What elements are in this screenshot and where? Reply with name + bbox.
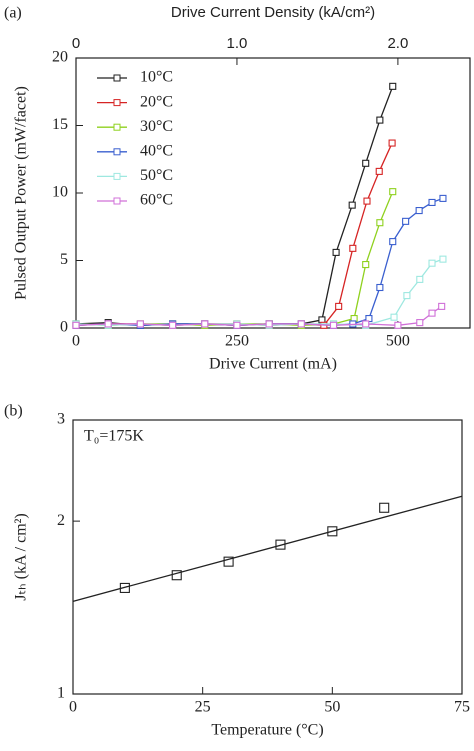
x-tick-label: 50 (324, 699, 340, 716)
marker (403, 292, 411, 300)
marker (362, 320, 370, 328)
y-axis-title: Jₜₕ (kA / cm²) (13, 513, 30, 601)
marker (348, 201, 356, 209)
marker (233, 321, 241, 329)
legend-label: 10°C (140, 69, 173, 86)
legend-label: 20°C (140, 93, 173, 110)
series-line (75, 305, 443, 326)
marker (389, 82, 397, 90)
y-tick-label: 15 (52, 116, 68, 133)
marker (72, 321, 80, 329)
marker (416, 275, 424, 283)
y-tick-label: 0 (60, 319, 68, 336)
marker (375, 167, 383, 175)
marker (362, 260, 370, 269)
y-tick-label: 1 (57, 685, 65, 702)
x-tick-label: 250 (225, 333, 249, 350)
x-tick-label: 0 (72, 333, 80, 350)
marker (376, 219, 384, 227)
y-tick-label: 5 (60, 251, 68, 268)
annotation: T₀=175K (84, 428, 144, 445)
legend-marker (113, 123, 121, 131)
y-tick-label: 20 (52, 49, 68, 66)
marker (265, 320, 273, 328)
x2-tick-label: 1.0 (227, 35, 248, 52)
marker (349, 244, 357, 252)
marker (327, 526, 338, 537)
legend-label: 30°C (140, 118, 173, 135)
legend-marker (113, 99, 121, 107)
marker (275, 539, 286, 550)
x-axis-title: Temperature (°C) (211, 722, 323, 739)
y-tick-label: 3 (57, 411, 65, 428)
x2-axis-title: Drive Current Density (kA/cm²) (171, 4, 375, 21)
marker (439, 194, 447, 202)
x-axis-title: Drive Current (mA) (209, 356, 337, 373)
y-axis-title: Pulsed Output Power (mW/facet) (13, 86, 30, 300)
legend-marker (113, 74, 121, 82)
legend-marker (113, 172, 121, 180)
x-tick-label: 0 (69, 699, 77, 716)
x-tick-label: 75 (454, 699, 470, 716)
marker (390, 313, 398, 321)
marker (362, 159, 370, 167)
marker (376, 283, 384, 292)
marker (223, 556, 234, 567)
marker (439, 255, 447, 263)
marker (379, 502, 390, 513)
series-line (75, 197, 444, 326)
marker (171, 570, 182, 581)
panel-label: (b) (4, 403, 23, 420)
marker (329, 321, 338, 329)
plot-frame (72, 419, 463, 695)
marker (136, 320, 144, 328)
marker (335, 302, 343, 310)
marker (119, 582, 130, 593)
x-tick-label: 500 (386, 333, 410, 350)
panel-label: (a) (4, 5, 22, 22)
marker (415, 207, 423, 215)
series-line (75, 191, 394, 326)
marker (394, 321, 402, 329)
marker (376, 116, 384, 124)
legend-label: 40°C (140, 142, 173, 159)
y-tick-label: 2 (57, 512, 65, 529)
y-tick-label: 10 (52, 184, 68, 201)
series-line (72, 495, 463, 602)
series-line (75, 258, 444, 326)
marker (201, 320, 209, 328)
marker (438, 302, 446, 310)
legend-label: 60°C (140, 192, 173, 209)
marker (169, 321, 177, 329)
marker (104, 320, 112, 328)
legend-label: 50°C (140, 167, 173, 184)
legend-marker (113, 148, 121, 156)
series-line (75, 142, 393, 326)
marker (332, 248, 340, 256)
marker (389, 238, 397, 246)
series-line (75, 86, 394, 326)
marker (363, 197, 371, 205)
x2-tick-label: 2.0 (387, 35, 408, 52)
marker (416, 319, 424, 327)
marker (389, 188, 397, 196)
x2-tick-label: 0 (72, 35, 80, 52)
marker (428, 198, 436, 206)
marker (402, 217, 410, 225)
marker (388, 139, 396, 147)
marker (428, 259, 436, 267)
plot-frame (75, 57, 471, 329)
legend-marker (113, 197, 121, 205)
marker (297, 320, 305, 328)
marker (428, 309, 436, 317)
x-tick-label: 25 (195, 699, 211, 716)
